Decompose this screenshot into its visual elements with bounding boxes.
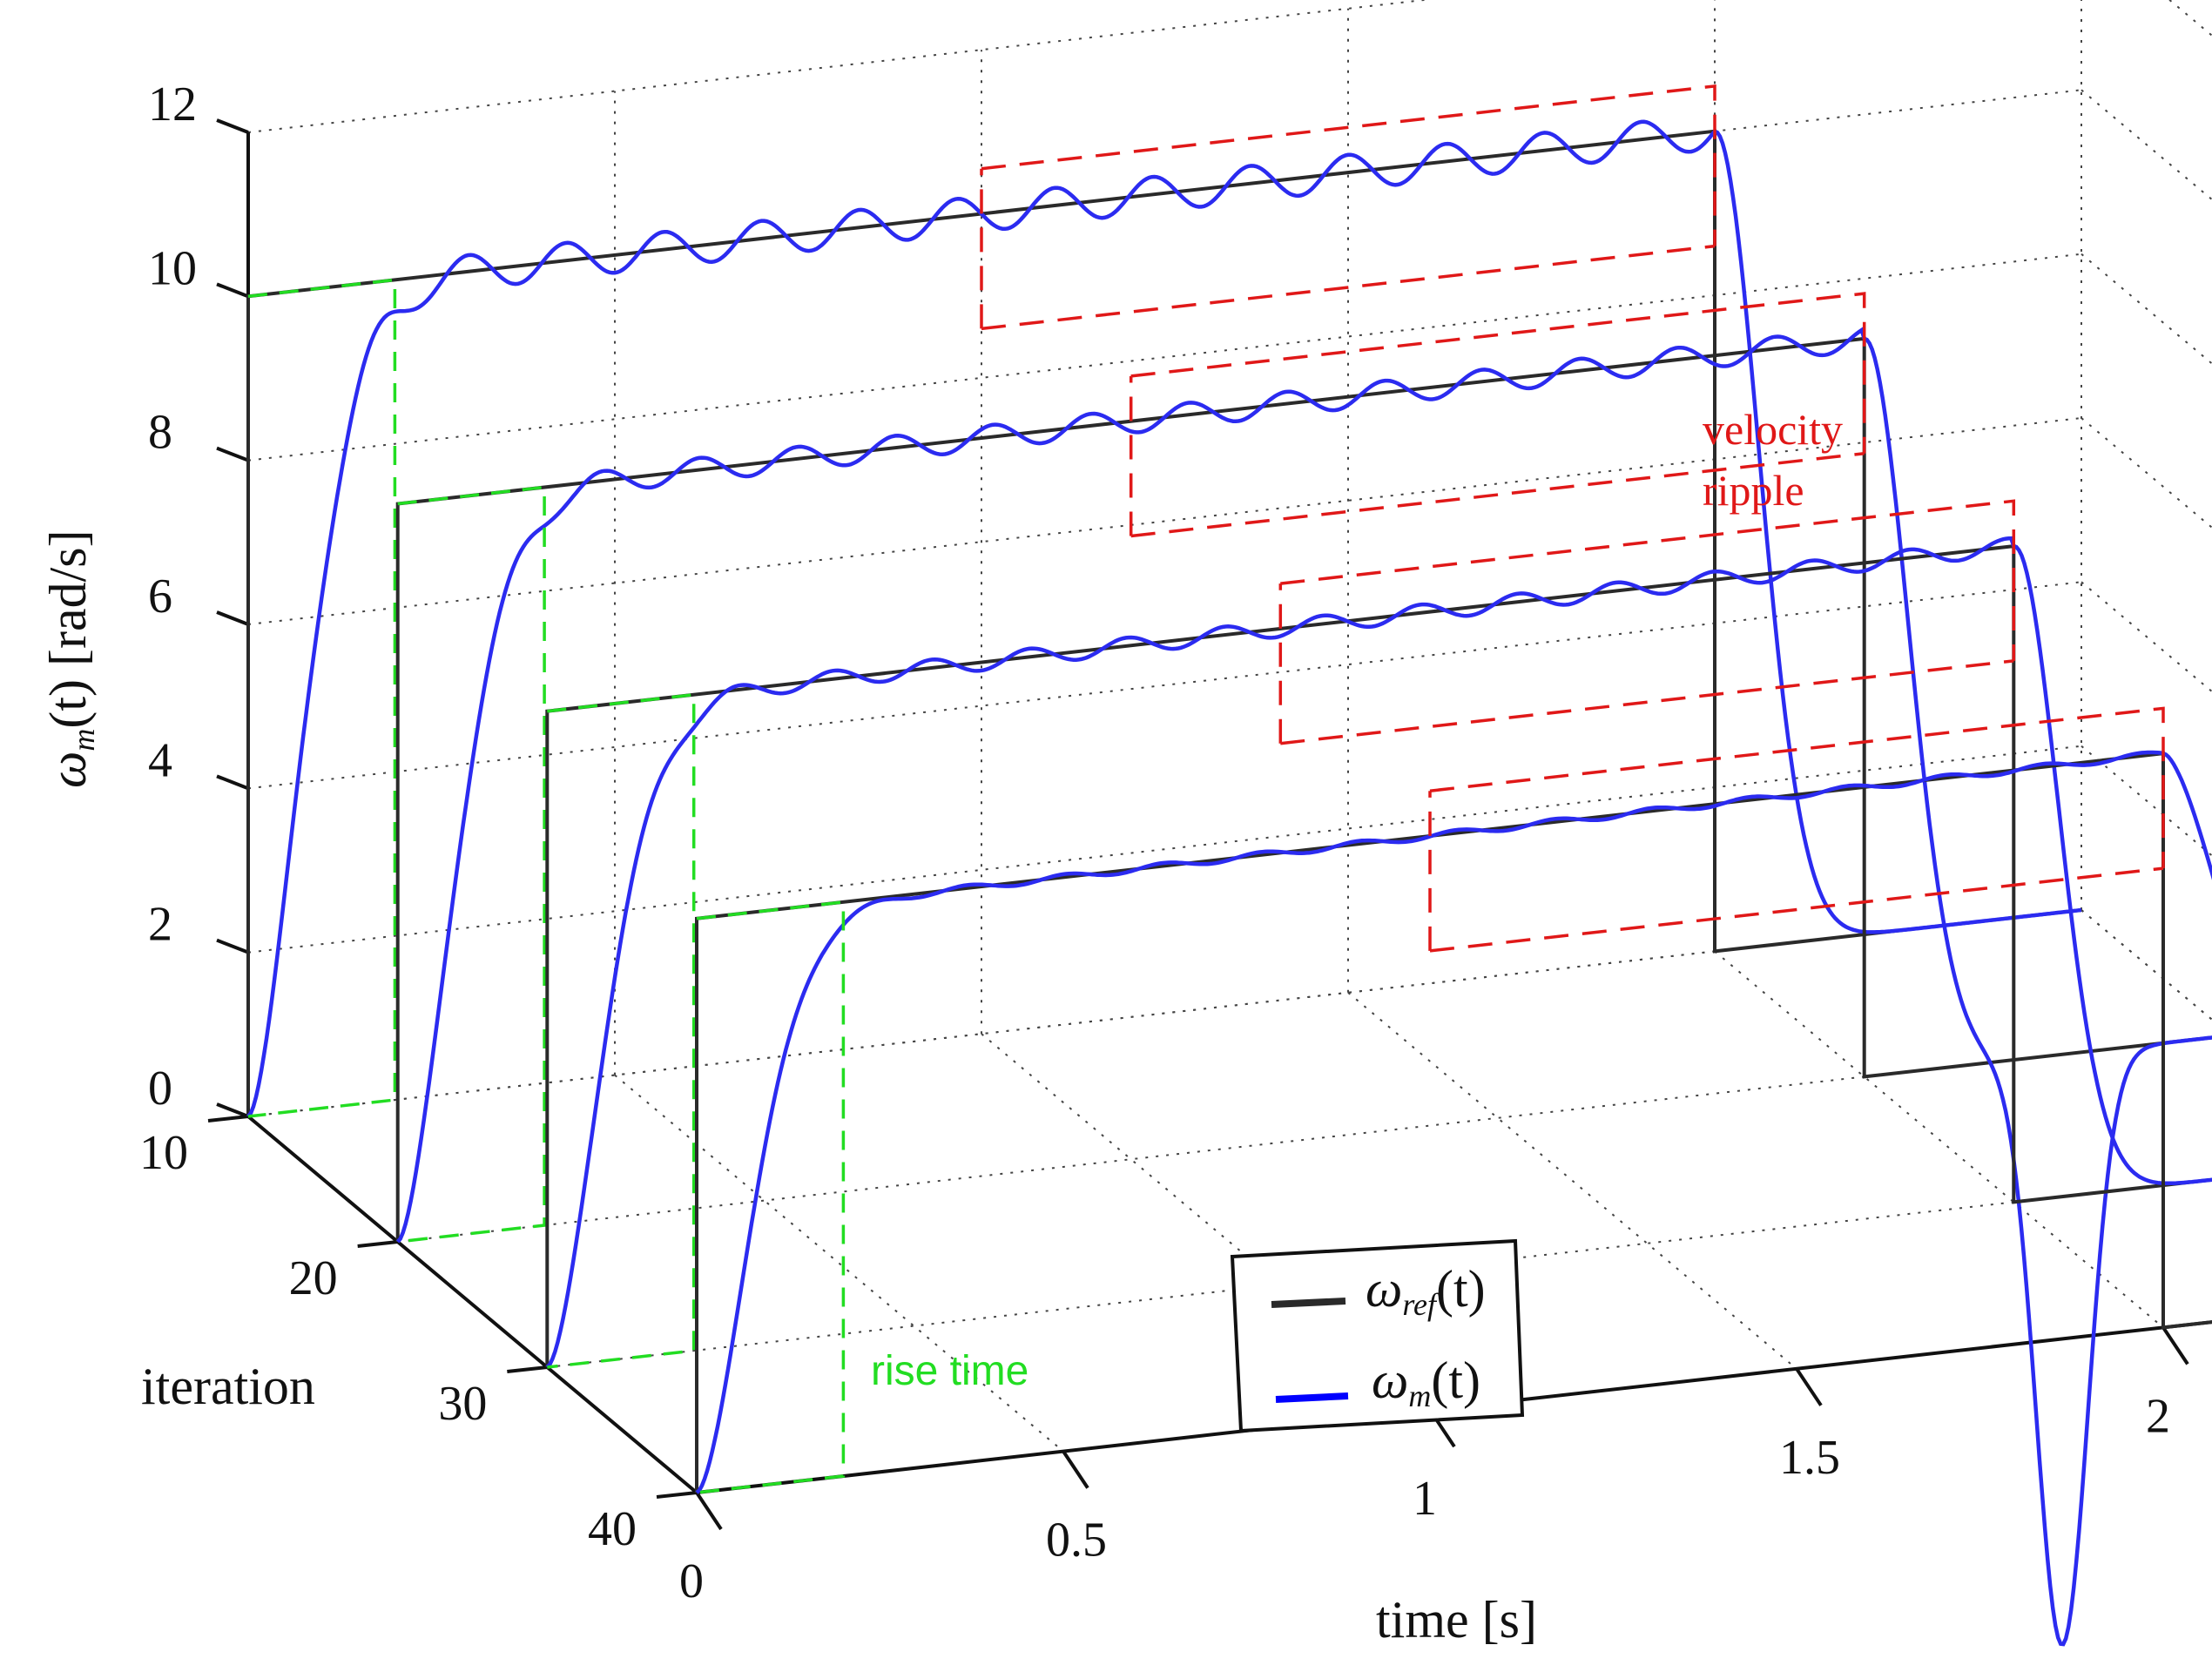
velocity-ripple-box (981, 84, 1716, 246)
x-axis-title: time [s] (1376, 1591, 1537, 1648)
y-axis-title-rest: (t) [rad/s] (39, 529, 97, 728)
velocity-ripple-box (1429, 866, 2164, 953)
grid-back-h (247, 0, 1432, 133)
reference-series-10 (246, 129, 2082, 1116)
velocity-ripple-box (1130, 451, 1865, 538)
legend-swatch-meas (1275, 1392, 1349, 1403)
legend-label-ref: ωref(t) (1366, 1260, 1486, 1322)
x-tick (1062, 1450, 1089, 1489)
y-tick (216, 282, 249, 299)
grid-side-h (2168, 0, 2212, 37)
rise-time-marker-40 (696, 900, 846, 1494)
y-tick (216, 938, 249, 954)
y-tick-label: 12 (148, 78, 197, 131)
grid-side-h (2080, 417, 2212, 529)
x-tick (1795, 1367, 1823, 1406)
rise-time-marker-20 (397, 485, 546, 1244)
legend-meas-symbol: ω (1372, 1352, 1408, 1409)
rise-time-marker-10 (247, 278, 397, 1118)
measured-series-30 (545, 536, 2212, 1369)
velocity-ripple-box (981, 244, 1716, 331)
depth-tick (656, 1491, 698, 1499)
legend-ref-symbol: ω (1366, 1260, 1402, 1318)
measured-series-10 (246, 119, 2082, 1118)
x-tick-label: 2 (2146, 1389, 2170, 1443)
grid-floor-v (1714, 950, 2164, 1329)
depth-axis-line (246, 1115, 698, 1494)
depth-tick-label: 10 (139, 1126, 188, 1180)
legend-meas-sub: m (1408, 1379, 1431, 1413)
legend-label-meas: ωm(t) (1372, 1352, 1480, 1413)
grid-floor-v (1347, 992, 1797, 1370)
grid-side-h (2080, 581, 2212, 693)
grid-floor-v (981, 1033, 1431, 1411)
velocity-ripple-box (1429, 706, 2165, 869)
rise-time-annotation: rise time (871, 1348, 1028, 1394)
measured-series-40 (695, 750, 2212, 1494)
grid-back-h (247, 417, 2082, 625)
grid-layer (247, 0, 2212, 1493)
grid-back-h (247, 89, 2082, 298)
x-tick-label: 1 (1413, 1472, 1437, 1526)
velocity-ripple-box (1280, 499, 2016, 661)
depth-axis-title: iteration (141, 1358, 315, 1415)
y-tick-label: 8 (148, 406, 172, 460)
y-tick (216, 446, 249, 462)
y-axis-title-symbol: ω (39, 752, 97, 788)
y-tick (216, 1102, 249, 1118)
y-tick (216, 774, 249, 791)
grid-back-h (247, 253, 2082, 462)
depth-tick (357, 1240, 398, 1248)
velocity-ripple-box (1130, 292, 1866, 454)
reference-series-20 (395, 336, 2212, 1242)
x-tick-label: 1.5 (1779, 1431, 1840, 1485)
measured-series-20 (395, 327, 2212, 1647)
y-axis-title-sub: m (66, 729, 101, 752)
velocity-ripple-annotation-line2: ripple (1703, 466, 1804, 515)
velocity-ripple-box (1280, 659, 2014, 745)
y-tick-label: 0 (148, 1062, 172, 1116)
y-tick-label: 4 (148, 733, 172, 787)
grid-side-h (2080, 253, 2212, 365)
grid-side-h (2080, 745, 2212, 857)
legend-swatch-ref (1271, 1298, 1346, 1308)
y-tick (216, 118, 249, 134)
depth-tick (507, 1365, 548, 1373)
legend-meas-rest: (t) (1431, 1352, 1480, 1409)
grid-back-h (247, 745, 2082, 954)
legend-ref-rest: (t) (1436, 1260, 1486, 1318)
depth-tick-label: 40 (588, 1502, 637, 1556)
velocity-ripple-annotation-line1: velocity (1703, 405, 1843, 454)
x-tick (2161, 1326, 2189, 1365)
legend-ref-sub: ref (1402, 1287, 1440, 1322)
y-tick-label: 6 (148, 570, 172, 624)
x-tick (695, 1491, 723, 1531)
y-tick-label: 2 (148, 898, 172, 952)
grid-floor-v (614, 1074, 1064, 1453)
y-axis-title: ωm(t) [rad/s] (39, 529, 101, 788)
x-tick-label: 0.5 (1046, 1514, 1107, 1568)
y-tick (216, 610, 249, 626)
series-layer (246, 84, 2212, 1647)
grid-side-h (2080, 89, 2212, 201)
legend: ωref(t) ωm(t) (1230, 1238, 1525, 1433)
x-axis-line (696, 1320, 2212, 1494)
depth-tick (207, 1115, 249, 1123)
legend-box (1230, 1238, 1525, 1433)
x-tick-label: 0 (679, 1554, 704, 1608)
depth-tick-label: 20 (289, 1251, 338, 1305)
rise-time-marker-30 (547, 692, 696, 1369)
depth-tick-label: 30 (438, 1377, 487, 1431)
grid-back-h (247, 581, 2082, 790)
y-tick-label: 10 (148, 241, 197, 295)
reference-series-30 (545, 543, 2212, 1367)
